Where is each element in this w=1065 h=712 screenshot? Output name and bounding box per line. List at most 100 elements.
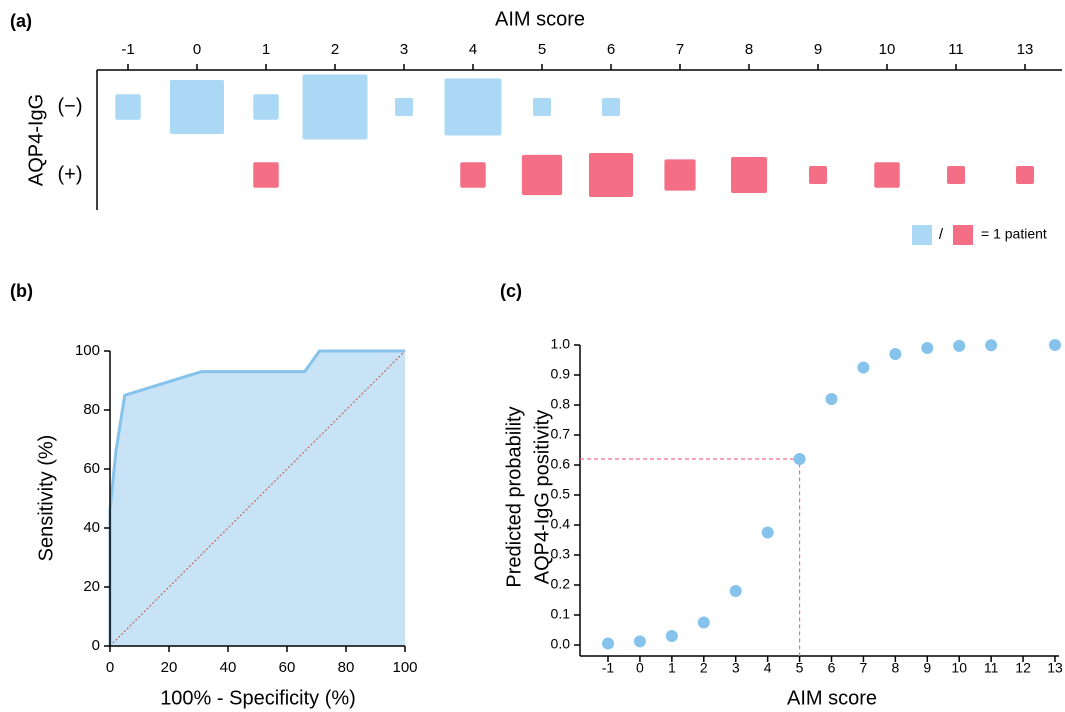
x-tick-label: 100 xyxy=(392,659,417,676)
y-tick-label: 60 xyxy=(83,460,100,477)
y-tick-label: 0.6 xyxy=(551,456,571,472)
y-axis-title: Predicted probability xyxy=(503,406,525,587)
x-tick-label: 8 xyxy=(745,41,753,58)
data-point xyxy=(793,453,806,465)
square-marker xyxy=(947,166,965,184)
x-tick-label: 40 xyxy=(220,659,237,676)
data-point xyxy=(761,526,774,539)
reference-diagonal xyxy=(109,350,406,647)
x-tick-label: 80 xyxy=(338,659,355,676)
legend-separator: / xyxy=(939,226,944,243)
y-tick-label: 40 xyxy=(83,519,100,536)
x-tick-label: 10 xyxy=(879,41,896,58)
data-point xyxy=(889,348,902,360)
x-tick-label: 11 xyxy=(984,660,999,676)
x-axis-title: 100% - Specificity (%) xyxy=(160,687,356,709)
data-point xyxy=(953,339,966,352)
x-tick-label: 12 xyxy=(1015,660,1031,676)
y-tick-label: 0.8 xyxy=(551,396,571,412)
y-tick-label: 20 xyxy=(83,578,100,595)
x-tick-label: 20 xyxy=(161,659,178,676)
x-tick-label: 2 xyxy=(331,41,339,58)
data-point xyxy=(697,616,710,629)
x-tick-label: -1 xyxy=(602,660,615,676)
x-tick-label: 1 xyxy=(668,660,676,676)
x-tick-label: 4 xyxy=(469,41,477,58)
data-point xyxy=(825,393,838,405)
data-point xyxy=(921,342,934,354)
x-tick-label: 0 xyxy=(106,659,114,676)
legend-swatch xyxy=(953,225,973,245)
x-tick-label: 6 xyxy=(828,660,836,676)
x-tick-label: 2 xyxy=(700,660,708,676)
y-tick-label: 0.7 xyxy=(551,426,571,442)
x-tick-label: 5 xyxy=(796,660,804,676)
x-tick-label: 9 xyxy=(814,41,822,58)
y-tick-label: 0.2 xyxy=(551,576,571,592)
square-marker xyxy=(1016,166,1034,184)
axis-title: AIM score xyxy=(495,8,585,30)
x-tick-label: 7 xyxy=(860,660,868,676)
y-tick-label: 1.0 xyxy=(551,336,571,352)
data-point xyxy=(602,637,614,650)
x-tick-label: 0 xyxy=(636,660,644,676)
x-tick-label: 0 xyxy=(193,41,201,58)
square-marker xyxy=(731,157,767,193)
panel-label: (c) xyxy=(500,281,522,301)
y-axis-title: Sensitivity (%) xyxy=(35,435,57,562)
square-marker xyxy=(521,154,563,196)
legend-label: = 1 patient xyxy=(981,226,1047,242)
square-marker xyxy=(874,162,900,188)
y-tick-label: 0.4 xyxy=(551,516,571,532)
data-point xyxy=(857,361,870,374)
data-point xyxy=(665,630,678,642)
y-tick-label: 0.9 xyxy=(551,366,571,382)
square-marker xyxy=(253,94,279,120)
data-point xyxy=(633,635,646,648)
square-marker xyxy=(395,98,413,116)
x-tick-label: 3 xyxy=(400,41,408,58)
square-marker xyxy=(115,94,141,120)
square-marker xyxy=(664,159,696,191)
data-point xyxy=(1049,339,1061,351)
y-tick-label: 0.3 xyxy=(551,546,571,562)
x-tick-label: 13 xyxy=(1017,41,1034,58)
guide-line xyxy=(580,458,801,656)
square-marker xyxy=(444,78,502,136)
x-tick-label: -1 xyxy=(121,41,134,58)
square-marker xyxy=(602,98,620,116)
row-label: (−) xyxy=(58,95,83,117)
x-tick-label: 11 xyxy=(948,41,964,58)
x-tick-label: 9 xyxy=(923,660,931,676)
panel-label: (b) xyxy=(10,281,33,301)
x-tick-label: 60 xyxy=(279,659,296,676)
y-axis-title: AQP4-IgG positivity xyxy=(531,410,553,585)
legend-swatch xyxy=(912,225,932,245)
y-tick-label: 100 xyxy=(75,342,100,359)
x-tick-label: 6 xyxy=(607,41,615,58)
y-axis-title: AQP4-IgG xyxy=(25,94,47,186)
x-tick-label: 7 xyxy=(676,41,684,58)
x-tick-label: 10 xyxy=(951,660,967,676)
square-marker xyxy=(809,166,827,184)
x-tick-label: 1 xyxy=(262,41,270,58)
data-point xyxy=(729,585,742,597)
y-tick-label: 0.0 xyxy=(551,636,571,652)
x-tick-label: 13 xyxy=(1047,660,1063,676)
y-tick-label: 80 xyxy=(83,401,100,418)
square-marker xyxy=(460,162,486,188)
x-tick-label: 3 xyxy=(732,660,740,676)
y-tick-label: 0.1 xyxy=(551,606,571,622)
panel-label: (a) xyxy=(10,11,32,31)
roc-line xyxy=(108,349,405,646)
y-tick-label: 0 xyxy=(92,637,100,654)
square-marker xyxy=(588,152,634,198)
x-tick-label: 4 xyxy=(764,660,772,676)
square-marker xyxy=(170,80,224,134)
square-marker xyxy=(302,74,368,140)
x-tick-label: 8 xyxy=(891,660,899,676)
x-tick-label: 5 xyxy=(538,41,546,58)
y-tick-label: 0.5 xyxy=(551,486,571,502)
row-label: (+) xyxy=(58,163,83,185)
